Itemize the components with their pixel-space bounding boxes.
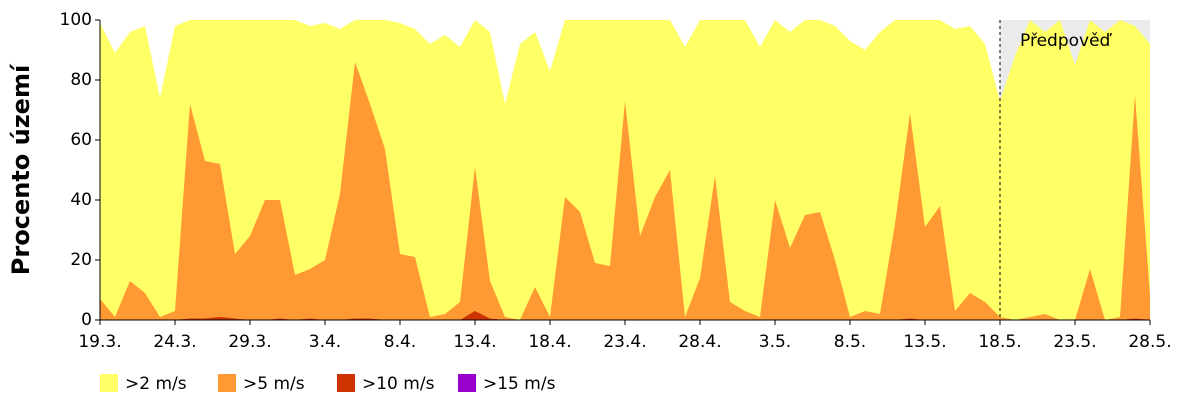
area bbox=[100, 62, 1150, 320]
legend-swatch bbox=[337, 374, 355, 392]
x-tick-label: 13.4. bbox=[453, 332, 496, 352]
legend-label: >5 m/s bbox=[243, 374, 305, 394]
x-tick-label: 28.4. bbox=[678, 332, 721, 352]
x-tick-label: 13.5. bbox=[903, 332, 946, 352]
x-tick-label: 19.3. bbox=[78, 332, 121, 352]
y-tick-label: 80 bbox=[70, 70, 92, 90]
x-tick-label: 3.4. bbox=[309, 332, 341, 352]
x-tick-label: 3.5. bbox=[759, 332, 791, 352]
forecast-label: Předpověď bbox=[1020, 31, 1113, 51]
x-tick-label: 18.5. bbox=[978, 332, 1021, 352]
y-tick-label: 100 bbox=[60, 10, 92, 30]
y-tick-label: 40 bbox=[70, 190, 92, 210]
x-tick-label: 18.4. bbox=[528, 332, 571, 352]
legend-swatch bbox=[458, 374, 476, 392]
x-tick-label: 23.5. bbox=[1053, 332, 1096, 352]
y-tick-label: 60 bbox=[70, 130, 92, 150]
legend-label: >2 m/s bbox=[125, 374, 187, 394]
y-tick-label: 20 bbox=[70, 250, 92, 270]
x-tick-label: 23.4. bbox=[603, 332, 646, 352]
x-tick-label: 8.4. bbox=[384, 332, 416, 352]
x-tick-label: 28.5. bbox=[1128, 332, 1171, 352]
x-tick-label: 29.3. bbox=[228, 332, 271, 352]
legend-label: >15 m/s bbox=[483, 374, 556, 394]
y-tick-label: 0 bbox=[81, 310, 92, 330]
legend-swatch bbox=[100, 374, 118, 392]
area bbox=[100, 311, 1150, 320]
legend-label: >10 m/s bbox=[362, 374, 435, 394]
y-axis-label: Procento území bbox=[7, 63, 35, 275]
x-tick-label: 8.5. bbox=[834, 332, 866, 352]
x-tick-label: 24.3. bbox=[153, 332, 196, 352]
legend-swatch bbox=[218, 374, 236, 392]
